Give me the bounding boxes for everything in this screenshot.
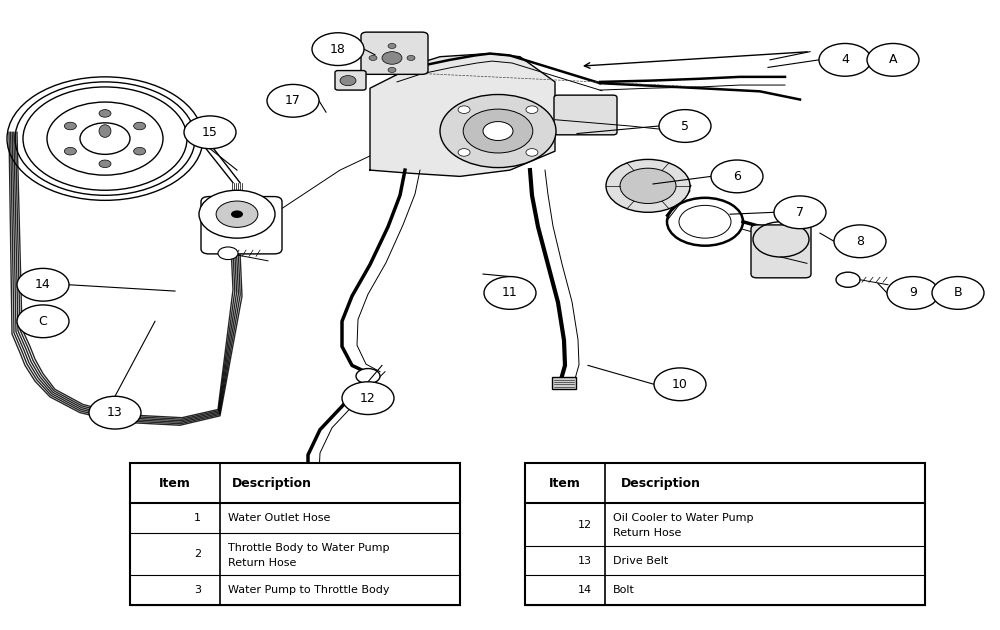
Text: 2: 2: [194, 549, 201, 559]
Circle shape: [17, 268, 69, 301]
Circle shape: [199, 190, 275, 238]
Text: 1: 1: [194, 513, 201, 523]
FancyBboxPatch shape: [335, 71, 366, 90]
Text: C: C: [39, 315, 47, 328]
Text: Drive Belt: Drive Belt: [613, 556, 668, 566]
Text: 5: 5: [681, 120, 689, 132]
Circle shape: [388, 43, 396, 49]
Text: 15: 15: [202, 126, 218, 139]
Circle shape: [932, 277, 984, 309]
Text: 7: 7: [796, 206, 804, 219]
Text: Water Outlet Hose: Water Outlet Hose: [228, 513, 330, 523]
Text: A: A: [889, 54, 897, 66]
Circle shape: [819, 43, 871, 76]
Text: Bolt: Bolt: [613, 585, 635, 595]
Circle shape: [356, 369, 380, 384]
Text: Throttle Body to Water Pump: Throttle Body to Water Pump: [228, 542, 390, 553]
Text: 13: 13: [578, 556, 592, 566]
Circle shape: [231, 210, 243, 218]
Text: 12: 12: [578, 520, 592, 530]
Circle shape: [340, 76, 356, 86]
Text: 11: 11: [502, 287, 518, 299]
FancyBboxPatch shape: [751, 225, 811, 278]
Circle shape: [463, 109, 533, 153]
Circle shape: [440, 94, 556, 168]
FancyBboxPatch shape: [554, 95, 617, 135]
Text: Return Hose: Return Hose: [228, 558, 296, 568]
Circle shape: [606, 159, 690, 212]
Polygon shape: [370, 54, 555, 176]
Text: 14: 14: [578, 585, 592, 595]
Circle shape: [659, 110, 711, 142]
Circle shape: [711, 160, 763, 193]
Circle shape: [99, 110, 111, 117]
Circle shape: [887, 277, 939, 309]
Circle shape: [80, 123, 130, 154]
Text: 14: 14: [35, 278, 51, 291]
Circle shape: [342, 382, 394, 415]
Circle shape: [836, 272, 860, 287]
FancyBboxPatch shape: [201, 197, 282, 254]
Circle shape: [382, 52, 402, 64]
Circle shape: [216, 201, 258, 227]
Circle shape: [64, 122, 76, 130]
Circle shape: [774, 196, 826, 229]
Circle shape: [388, 67, 396, 72]
Circle shape: [526, 149, 538, 156]
Circle shape: [458, 106, 470, 113]
Circle shape: [620, 168, 676, 203]
Text: 3: 3: [194, 585, 201, 595]
Circle shape: [218, 247, 238, 260]
Text: Water Pump to Throttle Body: Water Pump to Throttle Body: [228, 585, 390, 595]
Text: 17: 17: [285, 94, 301, 107]
Circle shape: [867, 43, 919, 76]
Circle shape: [64, 147, 76, 155]
Circle shape: [134, 147, 146, 155]
Circle shape: [369, 55, 377, 60]
Circle shape: [484, 277, 536, 309]
Circle shape: [17, 305, 69, 338]
Circle shape: [407, 55, 415, 60]
Text: Item: Item: [549, 477, 581, 490]
Text: 12: 12: [360, 392, 376, 404]
Text: 13: 13: [107, 406, 123, 419]
Text: 10: 10: [672, 378, 688, 391]
Circle shape: [458, 149, 470, 156]
Text: Item: Item: [159, 477, 191, 490]
Circle shape: [267, 84, 319, 117]
Text: 18: 18: [330, 43, 346, 55]
FancyBboxPatch shape: [552, 377, 576, 389]
Circle shape: [89, 396, 141, 429]
Text: 6: 6: [733, 170, 741, 183]
Circle shape: [526, 106, 538, 113]
Circle shape: [99, 160, 111, 168]
Circle shape: [654, 368, 706, 401]
Text: Description: Description: [232, 477, 312, 490]
Ellipse shape: [99, 125, 111, 137]
FancyBboxPatch shape: [361, 32, 428, 74]
Bar: [130, 463, 460, 605]
Text: 9: 9: [909, 287, 917, 299]
Circle shape: [134, 122, 146, 130]
Text: 4: 4: [841, 54, 849, 66]
Circle shape: [184, 116, 236, 149]
Text: B: B: [954, 287, 962, 299]
Circle shape: [834, 225, 886, 258]
Text: Oil Cooler to Water Pump: Oil Cooler to Water Pump: [613, 513, 754, 524]
Circle shape: [483, 122, 513, 140]
Text: 8: 8: [856, 235, 864, 248]
Text: Description: Description: [621, 477, 701, 490]
Circle shape: [312, 33, 364, 66]
Text: Return Hose: Return Hose: [613, 529, 681, 538]
Bar: [525, 463, 925, 605]
